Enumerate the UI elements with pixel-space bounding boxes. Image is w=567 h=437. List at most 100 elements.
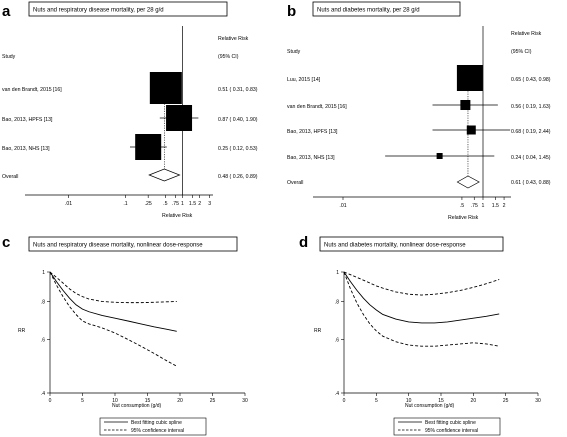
x-tick-label-c-0: 0 [49,398,52,404]
x-tick-label-c-4: 20 [177,398,183,404]
row-ci-a-1: 0.87 ( 0.40, 1.90) [218,117,258,123]
x-tick-label-a-4: .75 [172,201,179,207]
chart-marks: .01.1.25.5.75 1 1.5 2 3.01.5.75 1 1.5 20 5 10 15 20… [41,26,541,404]
x-tick-label-a-6: 1.5 [189,201,196,207]
title-b: Nuts and diabetes mortality, per 28 g/d [317,8,420,14]
legend-label-c-0: Best fitting cubic spline [131,420,182,426]
series-line-c-1 [49,271,177,304]
row-ci-b-0: 0.65 ( 0.43, 0.98) [511,77,551,83]
overall-diamond-a [148,168,181,182]
ylabel-d: RR [314,328,322,334]
row-label-b-2: Bao, 2013, HPFS [13] [287,129,338,135]
title-box-c [28,236,238,252]
rr-header-a-2: (95% CI) [218,54,239,60]
overall-label-b: Overall [287,180,303,186]
y-tick-label-d-1: .6 [335,337,339,343]
xlabel-b: Relative Risk [448,215,479,221]
x-tick-label-d-0: 0 [343,398,346,404]
study-box-b-1 [460,100,471,110]
x-tick-label-c-2: 10 [112,398,118,404]
rr-header-b-2: (95% CI) [511,49,532,55]
title-box-a [28,1,228,17]
x-tick-label-b-1: .5 [460,203,464,209]
x-tick-label-d-6: 30 [535,398,541,404]
y-tick-label-d-0: .4 [335,391,339,397]
title-box-b [312,1,461,17]
panel-letter-b: b [287,3,296,20]
title-a: Nuts and respiratory disease mortality, … [33,8,164,14]
x-tick-label-d-3: 15 [438,398,444,404]
row-label-b-3: Bao, 2013, NHS [13] [287,155,335,161]
study-box-a-2 [135,134,162,160]
study-header-b: Study [287,49,301,55]
title-d: Nuts and diabetes mortality, nonlinear d… [324,243,466,249]
panel-letter-d: d [299,234,308,251]
row-label-a-2: Bao, 2013, NHS [13] [2,146,50,152]
y-tick-label-d-3: 1 [336,270,339,276]
series-line-c-2 [49,271,177,367]
y-tick-label-c-0: .4 [41,391,45,397]
row-label-b-1: van den Brandt, 2015 [16] [287,104,347,110]
x-tick-label-b-3: 1 [482,203,485,209]
legend-label-c-1: 95% confidence interval [131,428,184,434]
row-label-a-0: van den Brandt, 2015 [16] [2,87,62,93]
x-tick-label-d-2: 10 [406,398,412,404]
overall-label-a: Overall [2,174,18,180]
row-label-a-1: Bao, 2013, HPFS [13] [2,117,53,123]
x-tick-label-c-3: 15 [145,398,151,404]
row-ci-b-3: 0.24 ( 0.04, 1.45) [511,155,551,161]
x-tick-label-a-0: .01 [65,201,72,207]
x-tick-label-a-3: .5 [163,201,167,207]
panel-letter-c: c [2,234,10,251]
ylabel-c: RR [18,328,26,334]
x-tick-label-c-6: 30 [242,398,248,404]
legend-label-d-1: 95% confidence interval [425,428,478,434]
overall-ci-b: 0.61 ( 0.43, 0.88) [511,180,551,186]
overall-ci-a: 0.48 ( 0.26, 0.89) [218,174,258,180]
title-c: Nuts and respiratory disease mortality, … [33,243,203,249]
series-line-c-0 [49,271,177,332]
x-tick-label-d-4: 20 [471,398,477,404]
panel-letter-a: a [2,3,11,20]
x-tick-label-a-8: 3 [208,201,211,207]
x-tick-label-d-5: 25 [503,398,509,404]
x-tick-label-a-2: .25 [145,201,152,207]
study-box-b-3 [436,153,443,159]
study-box-b-0 [456,65,483,91]
row-ci-b-2: 0.68 ( 0.19, 2.44) [511,129,551,135]
study-header-a: Study [2,54,16,60]
row-label-b-0: Luu, 2015 [14] [287,77,321,83]
rr-header-b-1: Relative Risk [511,31,542,37]
x-tick-label-b-0: .01 [339,203,346,209]
x-tick-label-b-5: 2 [503,203,506,209]
row-ci-a-2: 0.25 ( 0.12, 0.53) [218,146,258,152]
xlabel-c: Nut consumption (g/d) [112,403,162,409]
y-tick-label-c-1: .6 [41,337,45,343]
study-box-a-0 [149,72,182,104]
x-tick-label-a-5: 1 [181,201,184,207]
xlabel-d: Nut consumption (g/d) [405,403,455,409]
series-line-d-1 [343,271,500,296]
x-tick-label-b-4: 1.5 [492,203,499,209]
row-ci-a-0: 0.51 ( 0.31, 0.83) [218,87,258,93]
rr-header-a-1: Relative Risk [218,36,249,42]
title-box-d [319,236,504,252]
row-ci-b-1: 0.56 ( 0.19, 1.63) [511,104,551,110]
x-tick-label-c-5: 25 [210,398,216,404]
x-tick-label-b-2: .75 [471,203,478,209]
x-tick-label-d-1: 5 [375,398,378,404]
series-line-d-2 [343,271,500,347]
xlabel-a: Relative Risk [162,213,193,219]
study-box-a-1 [166,105,193,131]
legend-label-d-0: Best fitting cubic spline [425,420,476,426]
x-tick-label-a-1: .1 [123,201,127,207]
y-tick-label-d-2: .8 [335,299,339,305]
x-tick-label-c-1: 5 [81,398,84,404]
series-line-d-0 [343,271,500,324]
x-tick-label-a-7: 2 [198,201,201,207]
overall-diamond-b [456,175,480,189]
y-tick-label-c-3: 1 [42,270,45,276]
study-box-b-2 [466,125,476,135]
y-tick-label-c-2: .8 [41,299,45,305]
